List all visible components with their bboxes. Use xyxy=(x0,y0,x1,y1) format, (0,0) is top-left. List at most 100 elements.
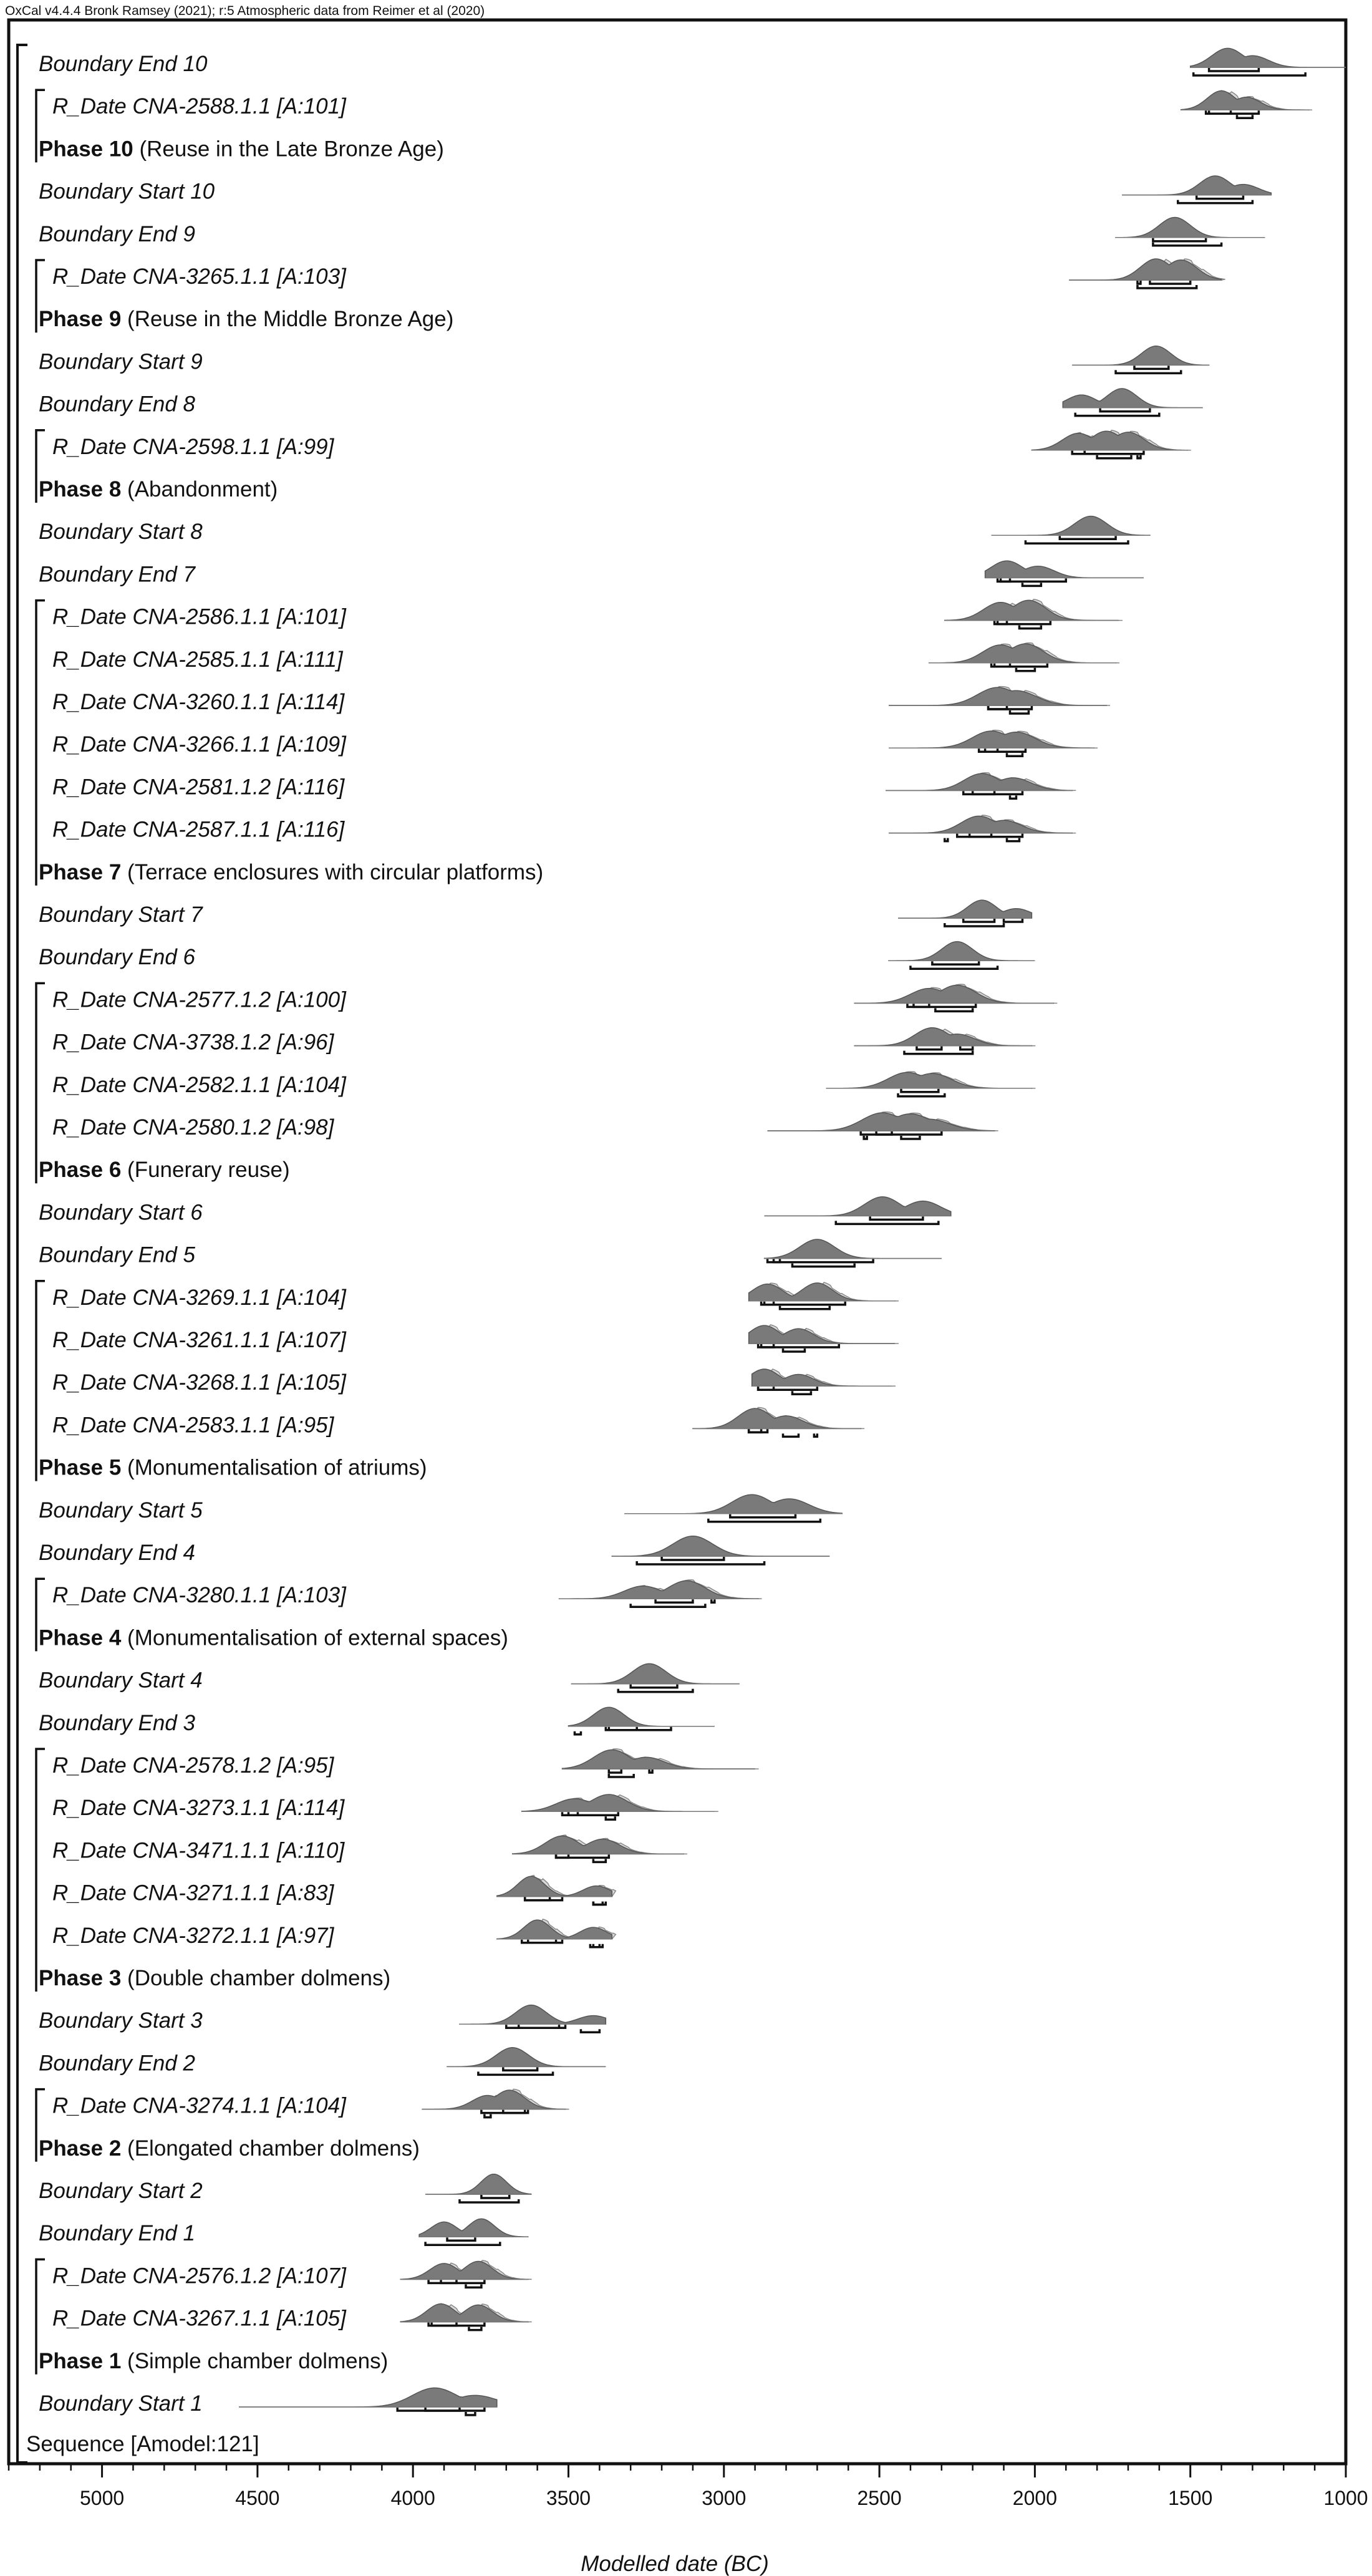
phase-row: Phase 4 (Monumentalisation of external s… xyxy=(39,1625,508,1650)
posterior-distribution xyxy=(748,1325,896,1344)
posterior-distribution xyxy=(854,984,1054,1004)
hpd-range-bar xyxy=(465,2412,476,2416)
phase-row: Phase 8 (Abandonment) xyxy=(39,477,278,501)
row-label: Boundary Start 9 xyxy=(39,349,203,374)
phase-label: Phase 2 (Elongated chamber dolmens) xyxy=(39,2136,420,2161)
tick-label: 3000 xyxy=(702,2487,746,2509)
hpd-range-bar xyxy=(477,2071,554,2076)
phase-row: Phase 5 (Monumentalisation of atriums) xyxy=(39,1456,427,1480)
hpd-range-bar xyxy=(1099,408,1151,413)
posterior-distribution xyxy=(889,730,1094,748)
phase-bracket xyxy=(35,259,45,333)
boundary-row: Boundary Start 3 xyxy=(39,2004,607,2033)
hpd-range-bar xyxy=(766,1259,874,1264)
row-label: R_Date CNA-3274.1.1 [A:104] xyxy=(52,2094,347,2118)
phase-description: (Monumentalisation of external spaces) xyxy=(121,1625,508,1650)
phase-label: Phase 4 (Monumentalisation of external s… xyxy=(39,1625,508,1650)
boundary-row: Boundary End 1 xyxy=(39,2218,529,2246)
hpd-range-bar xyxy=(660,1557,725,1561)
row-label: Boundary End 4 xyxy=(39,1541,195,1565)
posterior-distribution xyxy=(1062,388,1203,409)
row-label: R_Date CNA-2585.1.1 [A:111] xyxy=(52,647,344,672)
phase-name: Phase 10 xyxy=(39,137,133,161)
hpd-range-bar xyxy=(710,1599,716,1604)
hpd-range-bar xyxy=(1015,667,1036,672)
date-row: R_Date CNA-3271.1.1 [A:83] xyxy=(52,1874,617,1906)
phase-label: Phase 5 (Monumentalisation of atriums) xyxy=(39,1456,427,1480)
date-row: R_Date CNA-3738.1.2 [A:96] xyxy=(52,1027,1036,1055)
date-row: R_Date CNA-2586.1.1 [A:101] xyxy=(52,598,1123,630)
hpd-range-bar xyxy=(993,621,1052,626)
hpd-range-bar xyxy=(648,1770,654,1774)
date-row: R_Date CNA-2598.1.1 [A:99] xyxy=(52,429,1191,460)
boundary-row: Boundary Start 10 xyxy=(39,175,1272,205)
posterior-distribution xyxy=(929,643,1116,664)
hpd-range-bar xyxy=(480,2195,511,2199)
hpd-range-bar xyxy=(520,1939,564,1944)
boundary-row: Boundary Start 6 xyxy=(39,1196,952,1226)
phase-row: Phase 9 (Reuse in the Middle Bronze Age) xyxy=(39,307,453,331)
hpd-range-bar xyxy=(900,1136,921,1140)
row-label: Boundary End 7 xyxy=(39,562,196,586)
row-label: Boundary Start 6 xyxy=(39,1200,203,1224)
hpd-range-bar xyxy=(424,2242,501,2246)
phase-description: (Funerary reuse) xyxy=(121,1158,289,1182)
posterior-distribution xyxy=(898,899,1033,919)
hpd-range-bar xyxy=(1152,238,1207,243)
posterior-distribution xyxy=(568,1707,715,1727)
boundary-row: Boundary Start 8 xyxy=(39,515,1151,545)
posterior-distribution xyxy=(559,1580,759,1599)
row-label: R_Date CNA-3266.1.1 [A:109] xyxy=(52,732,347,757)
phase-name: Phase 5 xyxy=(39,1456,121,1480)
posterior-distribution xyxy=(984,560,1144,579)
hpd-range-bar xyxy=(629,1604,707,1608)
posterior-distribution xyxy=(1189,47,1346,68)
hpd-range-bar xyxy=(756,1344,841,1349)
date-row: R_Date CNA-3268.1.1 [A:105] xyxy=(52,1368,896,1395)
hpd-range-bar xyxy=(1021,583,1043,588)
row-label: Boundary End 8 xyxy=(39,392,196,417)
hpd-range-bar xyxy=(654,1599,694,1604)
hpd-range-bar xyxy=(955,833,1024,838)
hpd-range-bar xyxy=(747,1429,769,1434)
date-row: R_Date CNA-3266.1.1 [A:109] xyxy=(52,729,1098,757)
hpd-range-bar xyxy=(480,2109,529,2114)
row-label: Boundary End 5 xyxy=(39,1243,196,1267)
phase-row: Phase 10 (Reuse in the Late Bronze Age) xyxy=(39,137,444,161)
hpd-range-bar xyxy=(1096,455,1133,460)
x-axis-label: Modelled date (BC) xyxy=(581,2552,769,2576)
hpd-range-bar xyxy=(617,1688,694,1693)
date-row: R_Date CNA-2580.1.2 [A:98] xyxy=(52,1111,998,1140)
hpd-range-bar xyxy=(635,1561,766,1566)
hpd-range-bar xyxy=(1002,919,1024,923)
phase-label: Phase 3 (Double chamber dolmens) xyxy=(39,1966,390,1990)
posterior-distribution xyxy=(767,1112,995,1131)
boundary-row: Boundary Start 4 xyxy=(39,1663,740,1693)
hpd-range-bar xyxy=(1207,68,1260,72)
phase-label: Phase 8 (Abandonment) xyxy=(39,477,278,501)
hpd-range-bar xyxy=(859,1131,943,1136)
phase-label: Phase 6 (Funerary reuse) xyxy=(39,1158,290,1182)
row-label: R_Date CNA-3268.1.1 [A:105] xyxy=(52,1370,347,1395)
hpd-range-bar xyxy=(465,2284,483,2289)
posterior-distribution xyxy=(238,2387,498,2408)
hpd-range-bar xyxy=(592,1944,604,1949)
date-row: R_Date CNA-3471.1.1 [A:110] xyxy=(52,1834,687,1864)
tick-label: 2500 xyxy=(857,2487,901,2509)
phase-name: Phase 9 xyxy=(39,307,121,331)
boundary-row: Boundary Start 5 xyxy=(39,1494,843,1523)
date-row: R_Date CNA-3269.1.1 [A:104] xyxy=(52,1282,899,1310)
sequence-label: Sequence [Amodel:121] xyxy=(26,2432,259,2456)
posterior-distribution xyxy=(1180,90,1309,110)
posterior-distribution xyxy=(1115,216,1265,238)
posterior-distribution xyxy=(944,599,1119,621)
hpd-range-bar xyxy=(897,1093,946,1098)
posterior-distribution xyxy=(496,1876,613,1897)
posterior-distribution xyxy=(425,2173,532,2195)
phase-bracket xyxy=(35,2088,45,2162)
boundary-row: Boundary Start 2 xyxy=(39,2173,532,2204)
row-label: Boundary Start 3 xyxy=(39,2008,203,2033)
hpd-range-bar xyxy=(813,1433,819,1438)
phase-bracket xyxy=(35,1748,45,1992)
